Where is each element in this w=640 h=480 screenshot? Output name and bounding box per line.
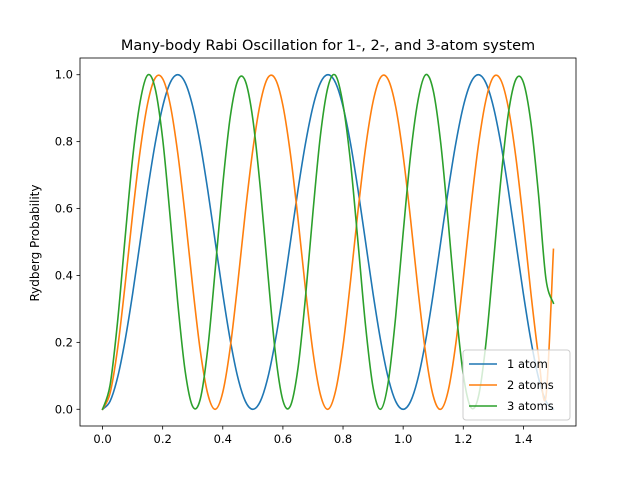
series-line-1 [101, 73, 555, 411]
legend-label-3: 3 atoms [507, 399, 554, 413]
y-tick-label: 0.8 [55, 135, 73, 149]
chart-title: Many-body Rabi Oscillation for 1-, 2-, a… [121, 38, 535, 54]
x-axis-ticks: 0.0 0.2 0.4 0.6 0.8 1.0 1.2 1.4 [93, 426, 533, 446]
y-tick-label: 1.0 [55, 68, 73, 82]
y-tick-label: 0.2 [55, 335, 73, 349]
x-tick-label: 0.0 [93, 432, 111, 446]
x-tick-label: 1.0 [394, 432, 412, 446]
series-line-2 [101, 74, 555, 411]
legend: 1 atom 2 atoms 3 atoms [462, 349, 571, 421]
x-tick-label: 0.6 [274, 432, 292, 446]
y-axis-ticks: 0.0 0.2 0.4 0.6 0.8 1.0 [55, 68, 80, 416]
legend-label-2: 2 atoms [507, 378, 554, 392]
x-tick-label: 1.2 [454, 432, 472, 446]
y-tick-label: 0.4 [55, 268, 73, 282]
x-tick-label: 1.4 [514, 432, 532, 446]
y-tick-label: 0.6 [55, 202, 73, 216]
legend-box [462, 349, 571, 421]
plot-area-frame [79, 57, 577, 427]
y-tick-label: 0.0 [55, 402, 73, 416]
x-tick-label: 0.8 [334, 432, 352, 446]
x-tick-label: 0.4 [214, 432, 232, 446]
x-tick-label: 0.2 [154, 432, 172, 446]
legend-label-1: 1 atom [507, 357, 548, 371]
y-axis-label: Rydberg Probability [28, 185, 42, 302]
